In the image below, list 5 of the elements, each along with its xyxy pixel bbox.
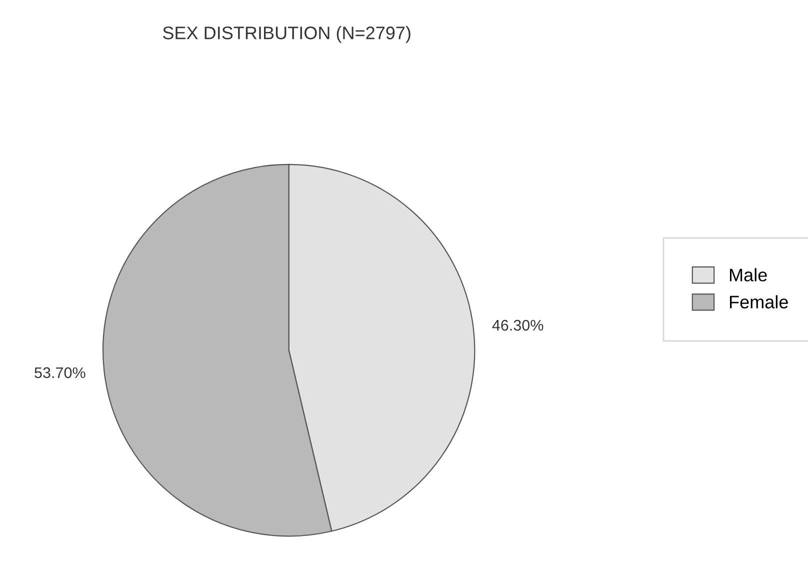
legend-label: Female — [730, 295, 788, 308]
data-label: 53.70% — [34, 367, 86, 378]
data-label: 46.30% — [492, 320, 544, 331]
legend-label: Male — [730, 268, 767, 282]
chart-title: SEX DISTRIBUTION (N=2797) — [162, 26, 410, 43]
